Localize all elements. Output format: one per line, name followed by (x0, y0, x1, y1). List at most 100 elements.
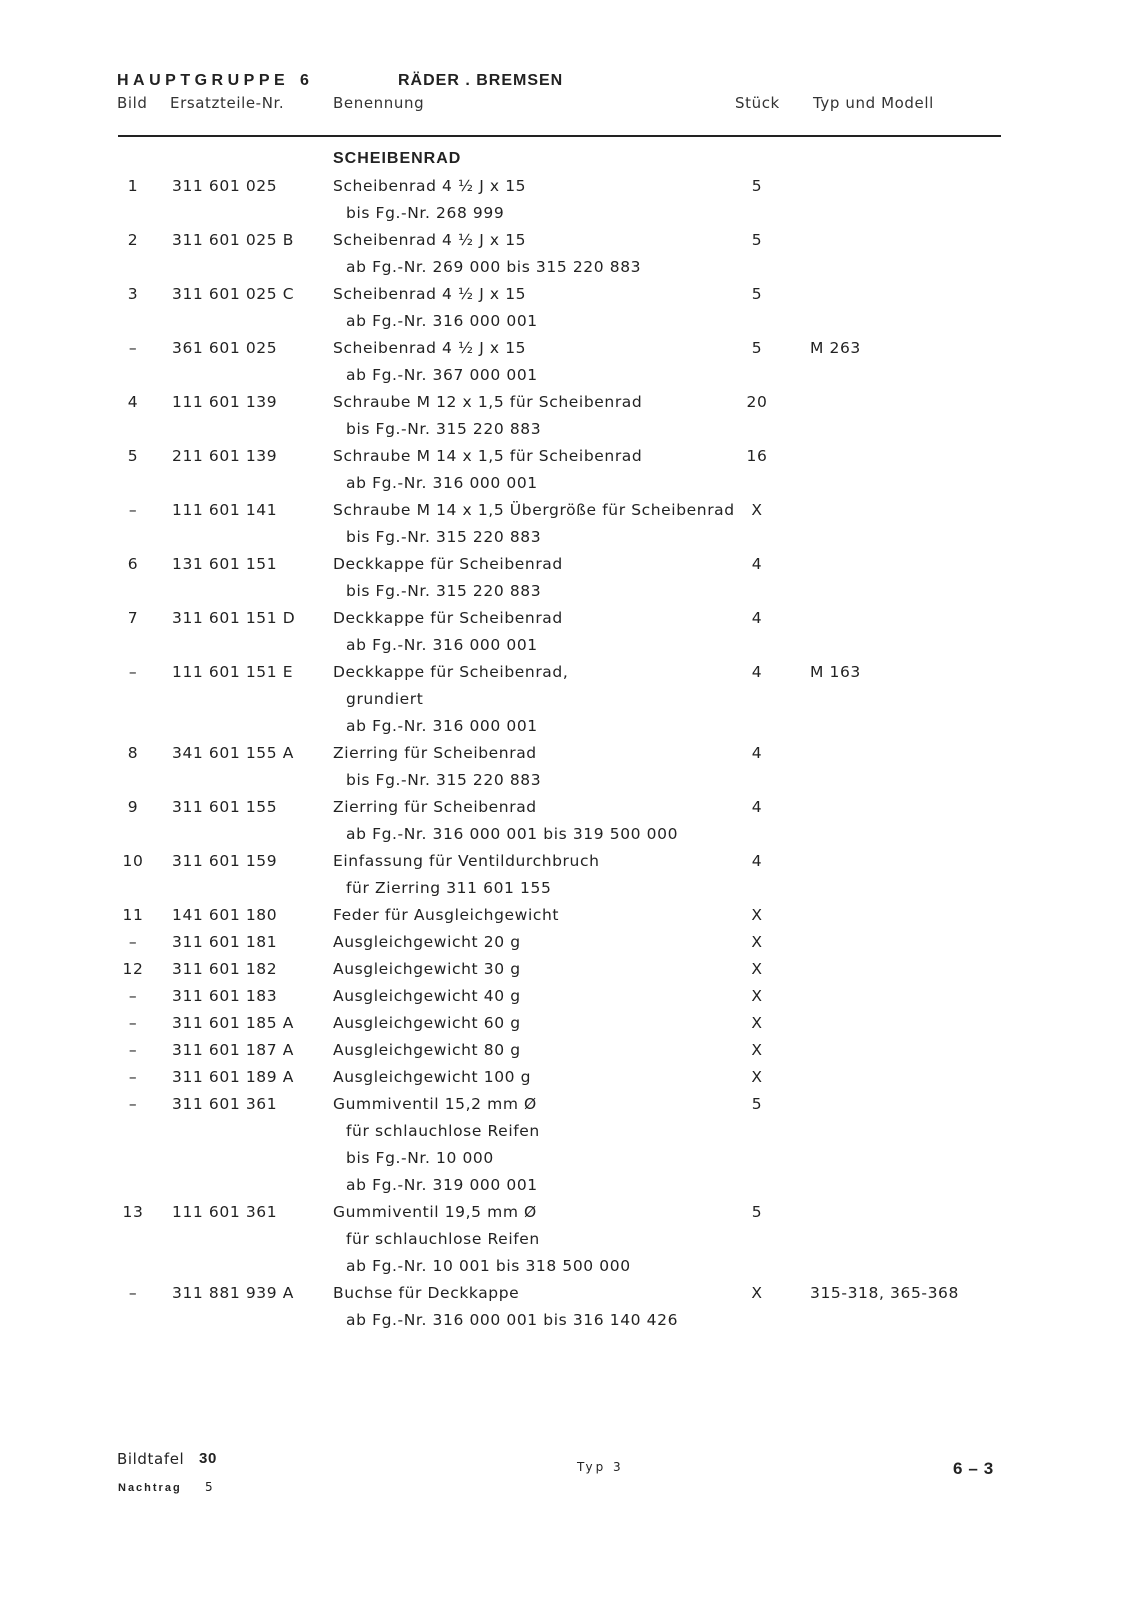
part-number: 311 601 187 A (172, 1041, 294, 1059)
part-description: Ausgleichgewicht 100 g (333, 1068, 532, 1086)
part-row: 11 141 601 180 Feder für Ausgleichgewicht X (0, 906, 1141, 933)
part-number: 111 601 141 (172, 501, 278, 519)
part-number: 361 601 025 (172, 339, 278, 357)
part-row: 8 341 601 155 A Zierring für Scheibenrad 4 (0, 744, 1141, 771)
part-row: 2 311 601 025 B Scheibenrad 4 ½ J x 15 5 (0, 231, 1141, 258)
part-description: Deckkappe für Scheibenrad, (333, 663, 569, 681)
quantity: X (751, 501, 763, 519)
part-number: 311 601 181 (172, 933, 278, 951)
part-description-note: bis Fg.-Nr. 315 220 883 (346, 528, 542, 546)
column-header-typ: Typ und Modell (813, 94, 934, 112)
part-number: 311 601 182 (172, 960, 278, 978)
part-description-note: ab Fg.-Nr. 316 000 001 (346, 474, 538, 492)
quantity: X (751, 1284, 763, 1302)
part-description: Scheibenrad 4 ½ J x 15 (333, 231, 527, 249)
part-description-note: ab Fg.-Nr. 316 000 001 bis 316 140 426 (346, 1311, 679, 1329)
part-row-continuation: ab Fg.-Nr. 316 000 001 (0, 717, 1141, 744)
bild-number: 3 (127, 285, 139, 303)
bild-number: 4 (127, 393, 139, 411)
bild-number: 5 (127, 447, 139, 465)
part-description: Schraube M 12 x 1,5 für Scheibenrad (333, 393, 643, 411)
part-description-note: bis Fg.-Nr. 10 000 (346, 1149, 494, 1167)
quantity: 4 (751, 744, 763, 762)
quantity: 5 (751, 177, 763, 195)
part-number: 111 601 151 E (172, 663, 294, 681)
type-model: M 163 (810, 663, 861, 681)
column-header-nr: Ersatzteile-Nr. (170, 94, 285, 112)
part-description: Gummiventil 15,2 mm Ø (333, 1095, 537, 1113)
part-number: 131 601 151 (172, 555, 278, 573)
bild-number: – (128, 501, 138, 519)
part-row-continuation: bis Fg.-Nr. 268 999 (0, 204, 1141, 231)
part-row: 1 311 601 025 Scheibenrad 4 ½ J x 15 5 (0, 177, 1141, 204)
type-model: 315-318, 365-368 (810, 1284, 959, 1302)
bild-number: – (128, 1041, 138, 1059)
bild-number: – (128, 339, 138, 357)
part-row-continuation: ab Fg.-Nr. 316 000 001 (0, 474, 1141, 501)
part-row-continuation: ab Fg.-Nr. 316 000 001 (0, 312, 1141, 339)
bildtafel-label: Bildtafel (117, 1450, 185, 1468)
part-row-continuation: ab Fg.-Nr. 269 000 bis 315 220 883 (0, 258, 1141, 285)
part-row-continuation: für Zierring 311 601 155 (0, 879, 1141, 906)
part-description: Scheibenrad 4 ½ J x 15 (333, 177, 527, 195)
bild-number: – (128, 1284, 138, 1302)
part-row: 6 131 601 151 Deckkappe für Scheibenrad 4 (0, 555, 1141, 582)
part-description: Deckkappe für Scheibenrad (333, 555, 563, 573)
part-description: Scheibenrad 4 ½ J x 15 (333, 285, 527, 303)
bild-number: – (128, 1095, 138, 1113)
part-description-note: ab Fg.-Nr. 319 000 001 (346, 1176, 538, 1194)
part-number: 311 601 025 (172, 177, 278, 195)
part-row: – 111 601 151 E Deckkappe für Scheibenrad,… (0, 663, 1141, 690)
quantity: 5 (751, 1203, 763, 1221)
part-row: – 311 601 361 Gummiventil 15,2 mm Ø 5 (0, 1095, 1141, 1122)
part-description-note: ab Fg.-Nr. 316 000 001 (346, 312, 538, 330)
bild-number: 13 (122, 1203, 144, 1221)
part-row-continuation: für schlauchlose Reifen (0, 1122, 1141, 1149)
part-description-note: ab Fg.-Nr. 269 000 bis 315 220 883 (346, 258, 642, 276)
quantity: X (751, 933, 763, 951)
part-description: Ausgleichgewicht 40 g (333, 987, 521, 1005)
bild-number: 1 (127, 177, 139, 195)
part-description-note: ab Fg.-Nr. 316 000 001 (346, 717, 538, 735)
part-number: 311 601 155 (172, 798, 278, 816)
part-description-note: für schlauchlose Reifen (346, 1230, 540, 1248)
bild-number: 7 (127, 609, 139, 627)
bild-number: 2 (127, 231, 139, 249)
quantity: X (751, 987, 763, 1005)
group-label: HAUPTGRUPPE (117, 72, 290, 89)
part-row: – 111 601 141 Schraube M 14 x 1,5 Übergröß… (0, 501, 1141, 528)
part-row: 3 311 601 025 C Scheibenrad 4 ½ J x 15 5 (0, 285, 1141, 312)
quantity: 4 (751, 663, 763, 681)
part-row: – 361 601 025 Scheibenrad 4 ½ J x 15 5 M 263 (0, 339, 1141, 366)
bild-number: – (128, 933, 138, 951)
part-row-continuation: bis Fg.-Nr. 315 220 883 (0, 582, 1141, 609)
quantity: 5 (751, 1095, 763, 1113)
bild-number: – (128, 663, 138, 681)
bild-number: 9 (127, 798, 139, 816)
quantity: X (751, 960, 763, 978)
quantity: 5 (751, 285, 763, 303)
part-row: – 311 601 189 A Ausgleichgewicht 100 g X (0, 1068, 1141, 1095)
part-row: 13 111 601 361 Gummiventil 19,5 mm Ø 5 (0, 1203, 1141, 1230)
part-description-note: ab Fg.-Nr. 316 000 001 (346, 636, 538, 654)
quantity: X (751, 906, 763, 924)
part-row: 9 311 601 155 Zierring für Scheibenrad 4 (0, 798, 1141, 825)
part-description-note: bis Fg.-Nr. 268 999 (346, 204, 505, 222)
part-row-continuation: ab Fg.-Nr. 319 000 001 (0, 1176, 1141, 1203)
part-row-continuation: ab Fg.-Nr. 316 000 001 bis 319 500 000 (0, 825, 1141, 852)
part-description-note: ab Fg.-Nr. 367 000 001 (346, 366, 538, 384)
bildtafel-number: 30 (199, 1450, 217, 1467)
part-row-continuation: bis Fg.-Nr. 315 220 883 (0, 420, 1141, 447)
part-row: – 311 601 183 Ausgleichgewicht 40 g X (0, 987, 1141, 1014)
bild-number: 10 (122, 852, 144, 870)
part-number: 311 601 025 B (172, 231, 294, 249)
part-description: Einfassung für Ventildurchbruch (333, 852, 600, 870)
part-description: Buchse für Deckkappe (333, 1284, 520, 1302)
type-model: M 263 (810, 339, 861, 357)
part-row-continuation: bis Fg.-Nr. 315 220 883 (0, 528, 1141, 555)
header-divider (118, 135, 1001, 137)
part-number: 311 881 939 A (172, 1284, 294, 1302)
part-row-continuation: ab Fg.-Nr. 316 000 001 (0, 636, 1141, 663)
part-number: 311 601 361 (172, 1095, 278, 1113)
